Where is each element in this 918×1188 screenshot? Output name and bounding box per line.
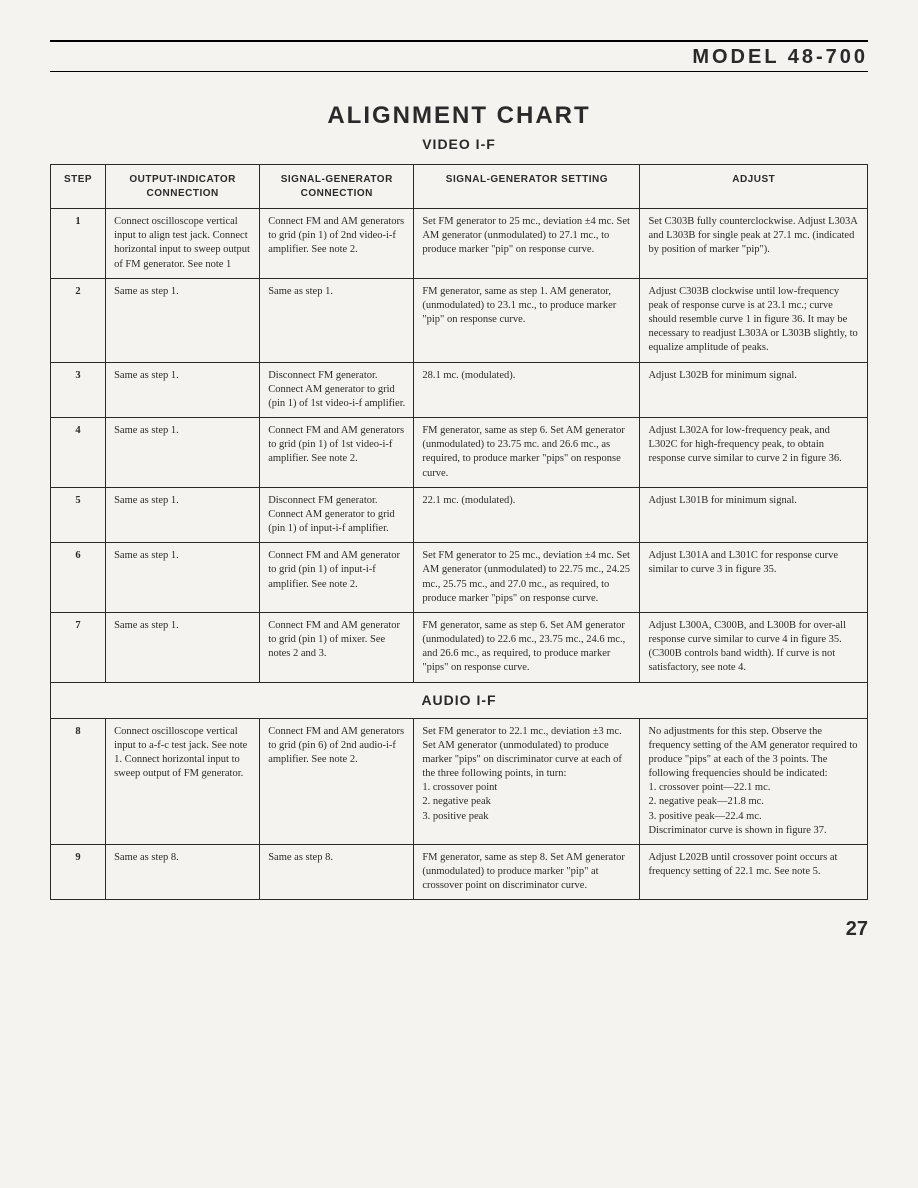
table-header-row: STEP OUTPUT-INDICATOR CONNECTION SIGNAL-… [51, 165, 868, 209]
table-row: 8Connect oscilloscope vertical input to … [51, 718, 868, 844]
setting-cell: 22.1 mc. (modulated). [414, 487, 640, 543]
adjust-cell: Adjust L202B until crossover point occur… [640, 844, 868, 900]
step-cell: 1 [51, 209, 106, 279]
adjust-cell: Set C303B fully counterclockwise. Adjust… [640, 209, 868, 279]
col-output: OUTPUT-INDICATOR CONNECTION [106, 165, 260, 209]
page-number: 27 [50, 918, 868, 941]
col-adjust: ADJUST [640, 165, 868, 209]
adjust-cell: Adjust L302A for low-frequency peak, and… [640, 418, 868, 488]
table-row: 4Same as step 1.Connect FM and AM genera… [51, 418, 868, 488]
setting-cell: FM generator, same as step 1. AM generat… [414, 278, 640, 362]
siggen-cell: Connect FM and AM generators to grid (pi… [260, 718, 414, 844]
step-cell: 3 [51, 362, 106, 418]
table-row: 6Same as step 1.Connect FM and AM genera… [51, 543, 868, 613]
audio-subtitle: AUDIO I-F [51, 682, 868, 718]
table-row: 7Same as step 1.Connect FM and AM genera… [51, 612, 868, 682]
output-cell: Connect oscilloscope vertical input to a… [106, 718, 260, 844]
siggen-cell: Connect FM and AM generators to grid (pi… [260, 209, 414, 279]
adjust-cell: Adjust L300A, C300B, and L300B for over-… [640, 612, 868, 682]
step-cell: 5 [51, 487, 106, 543]
step-cell: 8 [51, 718, 106, 844]
siggen-cell: Same as step 1. [260, 278, 414, 362]
col-step: STEP [51, 165, 106, 209]
siggen-cell: Disconnect FM generator. Connect AM gene… [260, 362, 414, 418]
output-cell: Same as step 1. [106, 418, 260, 488]
siggen-cell: Same as step 8. [260, 844, 414, 900]
output-cell: Connect oscilloscope vertical input to a… [106, 209, 260, 279]
siggen-cell: Disconnect FM generator. Connect AM gene… [260, 487, 414, 543]
col-siggen: SIGNAL-GENERATOR CONNECTION [260, 165, 414, 209]
model-header: MODEL 48-700 [50, 40, 868, 72]
table-row: 5Same as step 1.Disconnect FM generator.… [51, 487, 868, 543]
output-cell: Same as step 8. [106, 844, 260, 900]
siggen-cell: Connect FM and AM generators to grid (pi… [260, 418, 414, 488]
output-cell: Same as step 1. [106, 278, 260, 362]
col-setting: SIGNAL-GENERATOR SETTING [414, 165, 640, 209]
output-cell: Same as step 1. [106, 543, 260, 613]
step-cell: 6 [51, 543, 106, 613]
output-cell: Same as step 1. [106, 612, 260, 682]
table-row: 1Connect oscilloscope vertical input to … [51, 209, 868, 279]
step-cell: 2 [51, 278, 106, 362]
output-cell: Same as step 1. [106, 362, 260, 418]
adjust-cell: Adjust L301A and L301C for response curv… [640, 543, 868, 613]
setting-cell: Set FM generator to 25 mc., deviation ±4… [414, 209, 640, 279]
table-row: 9Same as step 8.Same as step 8.FM genera… [51, 844, 868, 900]
adjust-cell: Adjust C303B clockwise until low-frequen… [640, 278, 868, 362]
audio-section-row: AUDIO I-F [51, 682, 868, 718]
setting-cell: Set FM generator to 25 mc., deviation ±4… [414, 543, 640, 613]
siggen-cell: Connect FM and AM generator to grid (pin… [260, 543, 414, 613]
adjust-cell: Adjust L302B for minimum signal. [640, 362, 868, 418]
table-row: 2Same as step 1.Same as step 1.FM genera… [51, 278, 868, 362]
siggen-cell: Connect FM and AM generator to grid (pin… [260, 612, 414, 682]
step-cell: 7 [51, 612, 106, 682]
setting-cell: Set FM generator to 22.1 mc., deviation … [414, 718, 640, 844]
setting-cell: FM generator, same as step 6. Set AM gen… [414, 418, 640, 488]
table-row: 3Same as step 1.Disconnect FM generator.… [51, 362, 868, 418]
setting-cell: 28.1 mc. (modulated). [414, 362, 640, 418]
setting-cell: FM generator, same as step 8. Set AM gen… [414, 844, 640, 900]
step-cell: 9 [51, 844, 106, 900]
video-subtitle: VIDEO I-F [50, 136, 868, 152]
alignment-table: STEP OUTPUT-INDICATOR CONNECTION SIGNAL-… [50, 164, 868, 900]
page-title: ALIGNMENT CHART [50, 102, 868, 130]
adjust-cell: No adjustments for this step. Observe th… [640, 718, 868, 844]
output-cell: Same as step 1. [106, 487, 260, 543]
setting-cell: FM generator, same as step 6. Set AM gen… [414, 612, 640, 682]
step-cell: 4 [51, 418, 106, 488]
adjust-cell: Adjust L301B for minimum signal. [640, 487, 868, 543]
